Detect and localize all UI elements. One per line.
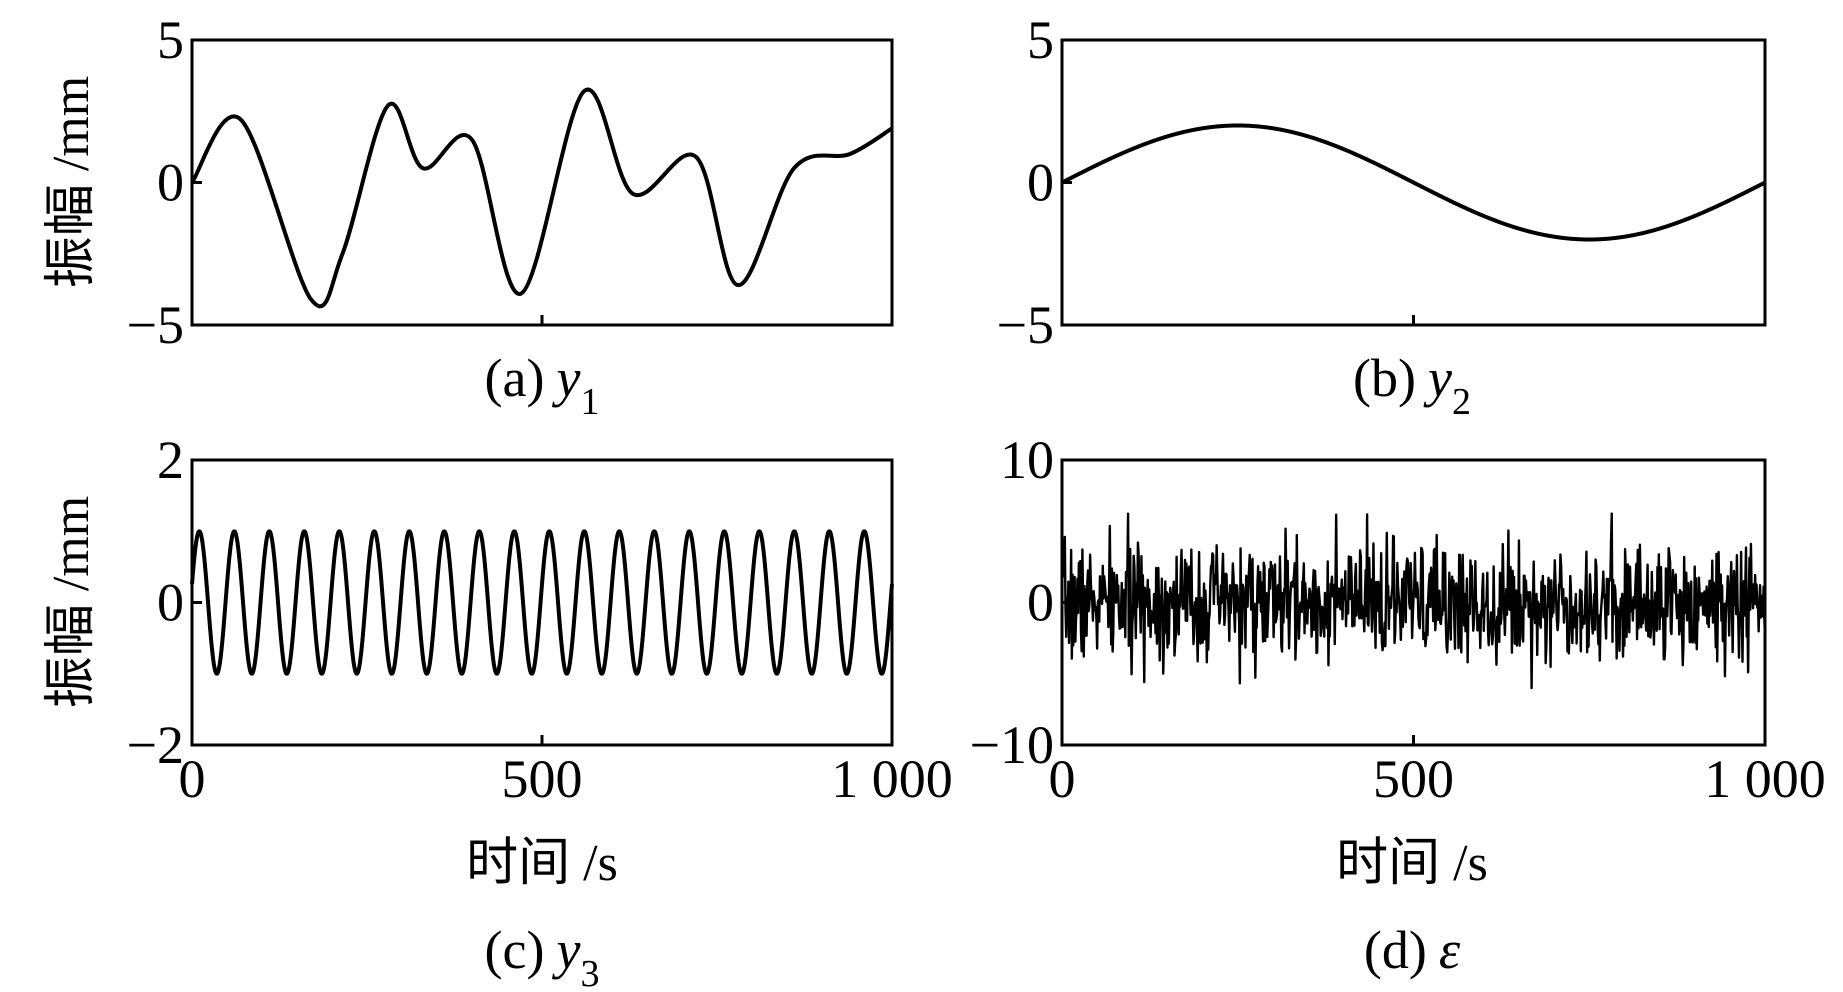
panel-c-caption: (c) y3 [485, 920, 600, 992]
panel-d-y-tick-label: −10 [970, 715, 1054, 775]
panel-b-y-tick-label: 5 [1027, 10, 1054, 70]
panel-a-y-axis-title: 振幅 /mm [43, 76, 100, 288]
panel-b-plot [1060, 123, 1767, 242]
panel-c-caption-prefix: (c) [485, 920, 545, 980]
panel-c-x-tick-label: 1 000 [831, 749, 953, 809]
panel-c-y-tick-label: −2 [127, 715, 184, 775]
panel-b-caption-sub: 2 [1452, 381, 1471, 423]
panel-b-caption: (b) y2 [1353, 348, 1471, 423]
panel-b-series-line [1060, 123, 1767, 242]
panel-c-plot [190, 529, 894, 676]
panel-c-y-tick-label: 2 [157, 430, 184, 490]
panel-b-caption-var: y [1423, 348, 1452, 408]
panel-c-y-axis-title: 振幅 /mm [43, 496, 100, 708]
panel-a-series-line [190, 87, 894, 309]
panel-c-caption-sub: 3 [580, 953, 599, 992]
panel-b-y-tick-label: 0 [1027, 153, 1054, 213]
panel-a-axis-ticks: −5 0 5 [127, 10, 544, 355]
panel-b: −5 0 5 (b) y2 [997, 10, 1767, 423]
panel-a-plot [190, 87, 894, 309]
panel-c-x-tick-label: 500 [502, 749, 583, 809]
panel-d-caption-prefix: (d) [1364, 920, 1427, 980]
panel-c-x-axis-title: 时间 /s [466, 835, 618, 892]
panel-b-axis-ticks: −5 0 5 [997, 10, 1415, 355]
panel-b-caption-prefix: (b) [1353, 348, 1416, 408]
panel-a-caption-prefix: (a) [485, 348, 545, 408]
panel-c-series-line [190, 529, 894, 676]
panel-a-y-tick-label: 5 [157, 10, 184, 70]
panel-a: −5 0 5 振幅 /mm (a) y1 [43, 10, 894, 423]
panel-d-x-axis-title: 时间 /s [1336, 835, 1488, 892]
panel-c-x-tick-label: 0 [179, 749, 206, 809]
panel-d-x-tick-label: 1 000 [1704, 749, 1826, 809]
panel-d-caption-var: ε [1439, 920, 1461, 980]
panel-a-caption-sub: 1 [580, 381, 599, 423]
panel-a-caption: (a) y1 [485, 348, 600, 423]
panel-b-y-tick-label: −5 [997, 295, 1054, 355]
panel-d-x-tick-label: 500 [1373, 749, 1454, 809]
panel-c-y-tick-label: 0 [157, 573, 184, 633]
panel-d-y-tick-label: 0 [1027, 573, 1054, 633]
panel-d-caption: (d) ε [1364, 920, 1461, 980]
panel-a-y-tick-label: −5 [127, 295, 184, 355]
panel-c-caption-var: y [551, 920, 580, 980]
panel-d-y-tick-label: 10 [1000, 430, 1054, 490]
panel-a-caption-var: y [551, 348, 580, 408]
panel-d-series-line [1060, 512, 1767, 690]
panel-a-y-tick-label: 0 [157, 153, 184, 213]
panel-d-plot [1060, 512, 1767, 690]
panel-d-x-tick-label: 0 [1049, 749, 1076, 809]
